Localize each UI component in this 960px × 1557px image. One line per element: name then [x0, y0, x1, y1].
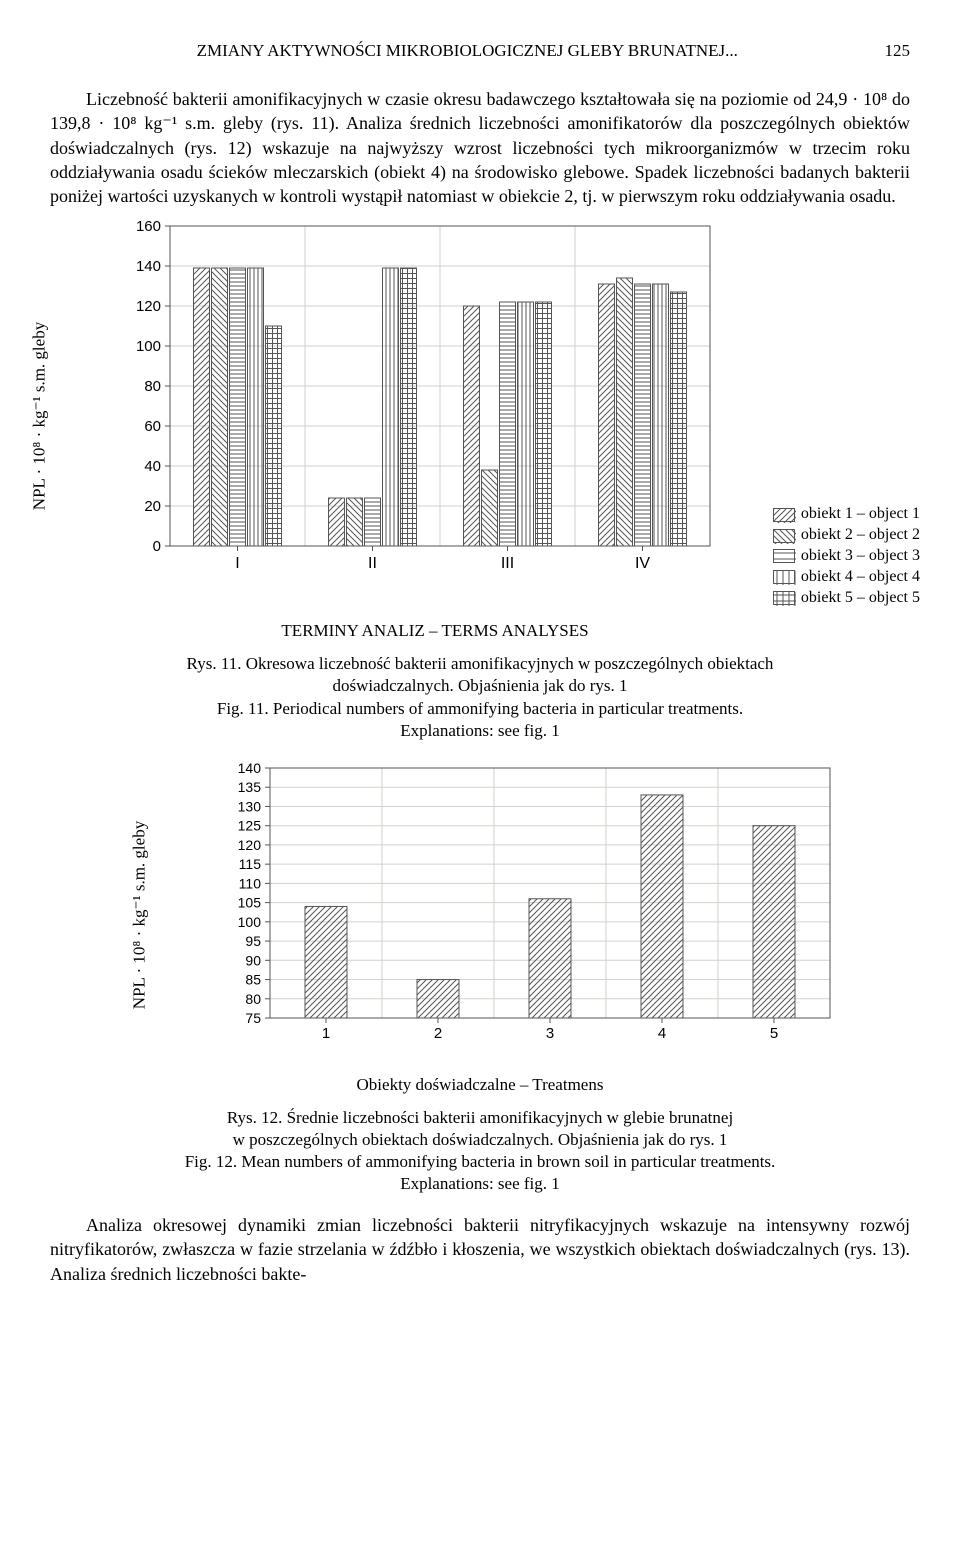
chart2-ylabel: NPL · 10⁸ · kg⁻¹ s.m. gleby: [129, 821, 152, 1009]
chart2-xcaption: Obiekty doświadczalne – Treatmens: [50, 1074, 910, 1097]
svg-text:0: 0: [153, 538, 161, 555]
svg-text:130: 130: [238, 798, 262, 814]
caption-line: Fig. 12. Mean numbers of ammonifying bac…: [50, 1151, 910, 1173]
svg-text:90: 90: [245, 952, 261, 968]
svg-text:60: 60: [144, 418, 161, 435]
legend-label: obiekt 1 – object 1: [801, 504, 920, 525]
legend-label: obiekt 5 – object 5: [801, 588, 920, 609]
chart2-svg: 75 80 85 90 95 100 105 110 115 120 125 130 135 140 1 2 3…: [220, 760, 860, 1050]
running-header: ZMIANY AKTYWNOŚCI MIKROBIOLOGICZNEJ GLEB…: [50, 40, 910, 63]
svg-text:110: 110: [239, 875, 262, 891]
paragraph-2: Analiza okresowej dynamiki zmian liczebn…: [50, 1213, 910, 1286]
running-title: ZMIANY AKTYWNOŚCI MIKROBIOLOGICZNEJ GLEB…: [197, 40, 738, 63]
svg-text:100: 100: [136, 338, 161, 355]
svg-text:80: 80: [144, 378, 161, 395]
svg-text:125: 125: [238, 817, 262, 833]
svg-text:120: 120: [136, 298, 161, 315]
caption-line: Fig. 11. Periodical numbers of ammonifyi…: [50, 698, 910, 720]
svg-text:85: 85: [245, 971, 261, 987]
svg-text:105: 105: [238, 894, 262, 910]
legend-label: obiekt 3 – object 3: [801, 546, 920, 567]
chart1-svg: 020406080100120140160IIIIIIIV: [120, 216, 730, 586]
svg-text:75: 75: [245, 1010, 261, 1026]
svg-text:II: II: [368, 555, 377, 572]
svg-text:I: I: [235, 555, 239, 572]
svg-text:160: 160: [136, 218, 161, 235]
svg-text:95: 95: [245, 933, 261, 949]
svg-text:4: 4: [658, 1025, 666, 1042]
svg-text:3: 3: [546, 1025, 554, 1042]
caption-line: Rys. 11. Okresowa liczebność bakterii am…: [50, 653, 910, 675]
svg-text:5: 5: [770, 1025, 778, 1042]
legend-label: obiekt 4 – object 4: [801, 567, 920, 588]
svg-text:80: 80: [245, 991, 261, 1007]
svg-text:140: 140: [238, 760, 262, 776]
caption-fig11: Rys. 11. Okresowa liczebność bakterii am…: [50, 653, 910, 741]
caption-line: Explanations: see fig. 1: [50, 1173, 910, 1195]
caption-line: Rys. 12. Średnie liczebności bakterii am…: [50, 1107, 910, 1129]
caption-line: doświadczalnych. Objaśnienia jak do rys.…: [50, 675, 910, 697]
caption-line: Explanations: see fig. 1: [50, 720, 910, 742]
svg-text:III: III: [501, 555, 514, 572]
legend-row: obiekt 5 – object 5: [773, 588, 920, 609]
svg-text:120: 120: [238, 837, 262, 853]
legend-label: obiekt 2 – object 2: [801, 525, 920, 546]
chart1-xcaption: TERMINY ANALIZ – TERMS ANALYSES: [0, 620, 910, 643]
legend-row: obiekt 3 – object 3: [773, 546, 920, 567]
figure-11: NPL · 10⁸ · kg⁻¹ s.m. gleby 020406080100…: [50, 216, 910, 616]
caption-fig12: Rys. 12. Średnie liczebności bakterii am…: [50, 1107, 910, 1195]
legend-swatch: [773, 570, 795, 584]
paragraph-1: Liczebność bakterii amonifikacyjnych w c…: [50, 87, 910, 208]
svg-text:1: 1: [322, 1025, 330, 1042]
legend-row: obiekt 2 – object 2: [773, 525, 920, 546]
legend-swatch: [773, 529, 795, 543]
figure-12: NPL · 10⁸ · kg⁻¹ s.m. gleby 758085909510…: [150, 760, 890, 1070]
svg-text:115: 115: [239, 856, 262, 872]
svg-text:40: 40: [144, 458, 161, 475]
legend-swatch: [773, 508, 795, 522]
legend-swatch: [773, 591, 795, 605]
legend-swatch: [773, 549, 795, 563]
legend-row: obiekt 1 – object 1: [773, 504, 920, 525]
legend-row: obiekt 4 – object 4: [773, 567, 920, 588]
chart1-legend: obiekt 1 – object 1obiekt 2 – object 2ob…: [773, 504, 920, 608]
svg-text:135: 135: [238, 779, 262, 795]
svg-text:100: 100: [238, 914, 262, 930]
svg-text:IV: IV: [635, 555, 650, 572]
caption-line: w poszczególnych obiektach doświadczalny…: [50, 1129, 910, 1151]
page-number: 125: [885, 40, 911, 63]
svg-text:20: 20: [144, 498, 161, 515]
svg-text:140: 140: [136, 258, 161, 275]
svg-text:2: 2: [434, 1025, 442, 1042]
chart1-ylabel: NPL · 10⁸ · kg⁻¹ s.m. gleby: [29, 322, 52, 510]
